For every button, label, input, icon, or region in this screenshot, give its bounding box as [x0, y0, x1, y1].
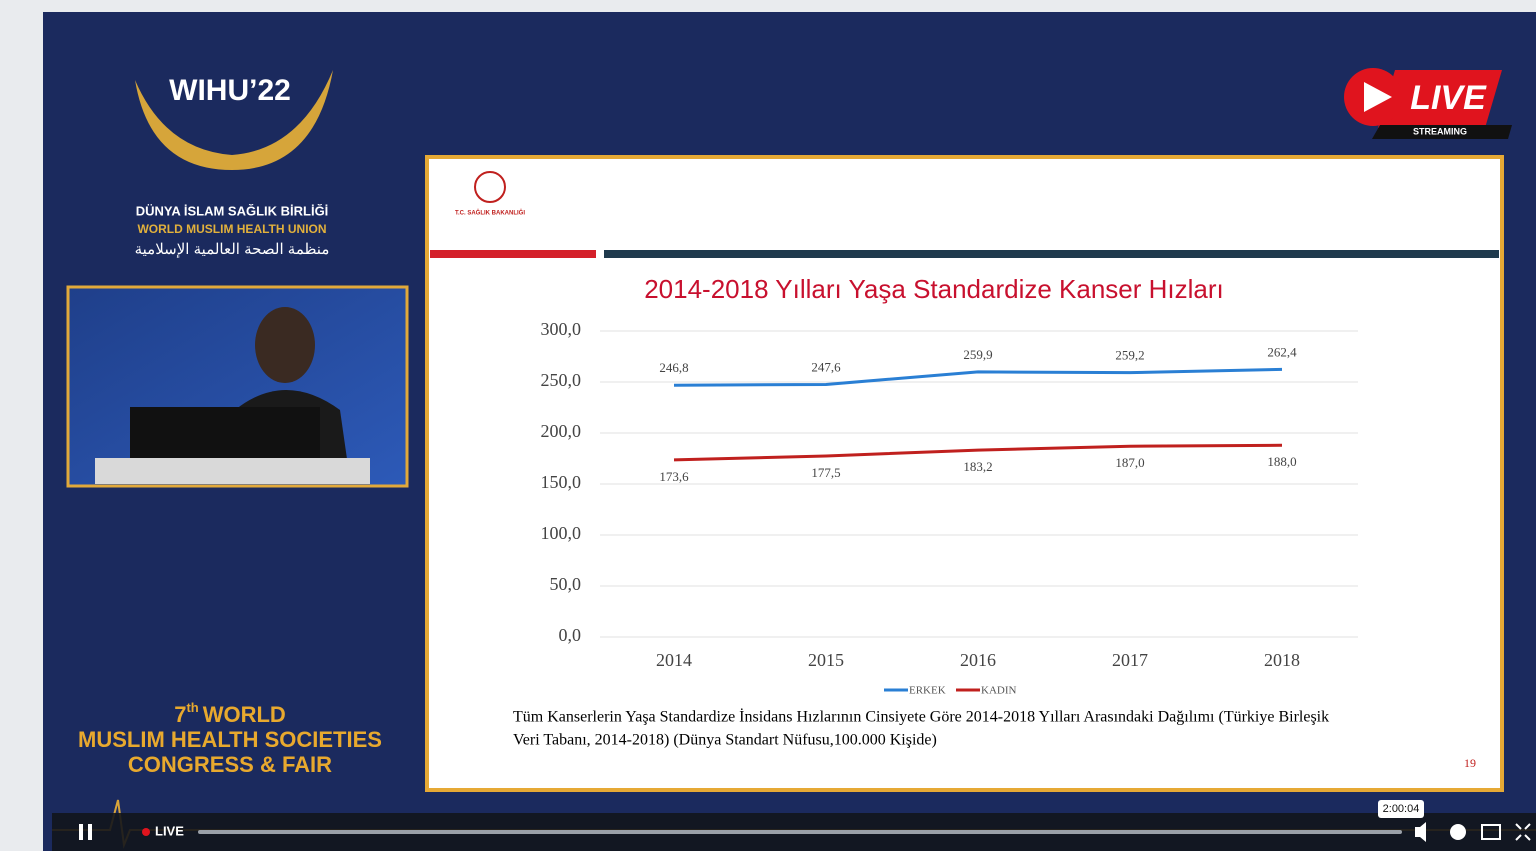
x-tick-label: 2017 — [1112, 650, 1148, 670]
data-label: 247,6 — [811, 359, 841, 374]
caption: Tüm Kanserlerin Yaşa Standardize İnsidan… — [513, 708, 1329, 726]
congress-sup: th — [186, 700, 198, 715]
data-label: 173,6 — [659, 469, 689, 484]
podium — [95, 458, 370, 484]
podium-screen — [130, 407, 320, 462]
x-tick-label: 2018 — [1264, 650, 1300, 670]
data-label: 246,8 — [659, 360, 688, 375]
screen: WIHU’22 DÜNYA İSLAM SAĞLIK BİRLİĞİ WORLD… — [0, 0, 1536, 851]
slide-bar — [604, 250, 1499, 258]
slide-bar — [430, 250, 596, 258]
time-label: 2:00:04 — [1383, 803, 1420, 815]
y-tick-label: 250,0 — [541, 370, 582, 390]
caption: Veri Tabanı, 2014-2018) (Dünya Standart … — [513, 732, 937, 749]
data-label: 183,2 — [963, 459, 992, 474]
page-number: 19 — [1464, 756, 1476, 770]
data-label: 259,2 — [1115, 348, 1144, 363]
y-tick-label: 300,0 — [541, 319, 582, 339]
congress-line: CONGRESS & FAIR — [128, 752, 332, 777]
live-sub: STREAMING — [1413, 126, 1467, 136]
y-tick-label: 150,0 — [541, 472, 582, 492]
data-label: 188,0 — [1267, 454, 1296, 469]
legend-label: KADIN — [981, 685, 1016, 697]
settings-button[interactable] — [1450, 824, 1466, 840]
chart-title: 2014-2018 Yılları Yaşa Standardize Kanse… — [644, 274, 1224, 304]
pause-button[interactable] — [88, 824, 92, 840]
data-label: 177,5 — [811, 465, 840, 480]
live-label: LIVE — [1410, 79, 1487, 117]
union-ar: منظمة الصحة العالمية الإسلامية — [135, 241, 330, 258]
pause-button[interactable] — [79, 824, 83, 840]
live-dot — [142, 828, 150, 836]
legend-label: ERKEK — [909, 685, 946, 697]
congress-num: 7 — [174, 702, 186, 727]
x-tick-label: 2016 — [960, 650, 996, 670]
y-tick-label: 50,0 — [550, 574, 582, 594]
union-en: WORLD MUSLIM HEALTH UNION — [137, 222, 326, 236]
x-tick-label: 2014 — [656, 650, 692, 670]
event-name: WIHU’22 — [169, 74, 291, 107]
data-label: 187,0 — [1115, 455, 1144, 470]
y-tick-label: 0,0 — [559, 625, 582, 645]
data-label: 262,4 — [1267, 344, 1297, 359]
progress-bar[interactable] — [198, 830, 1402, 834]
data-label: 259,9 — [963, 347, 992, 362]
y-tick-label: 100,0 — [541, 523, 582, 543]
congress-word: WORLD — [203, 702, 286, 727]
union-tr: DÜNYA İSLAM SAĞLIK BİRLİĞİ — [136, 203, 329, 218]
x-tick-label: 2015 — [808, 650, 844, 670]
ministry-name: T.C. SAĞLIK BAKANLIĞI — [455, 209, 525, 217]
speaker — [255, 307, 315, 383]
player-live[interactable]: LIVE — [155, 823, 184, 838]
y-tick-label: 200,0 — [541, 421, 582, 441]
congress-line: MUSLIM HEALTH SOCIETIES — [78, 727, 382, 752]
